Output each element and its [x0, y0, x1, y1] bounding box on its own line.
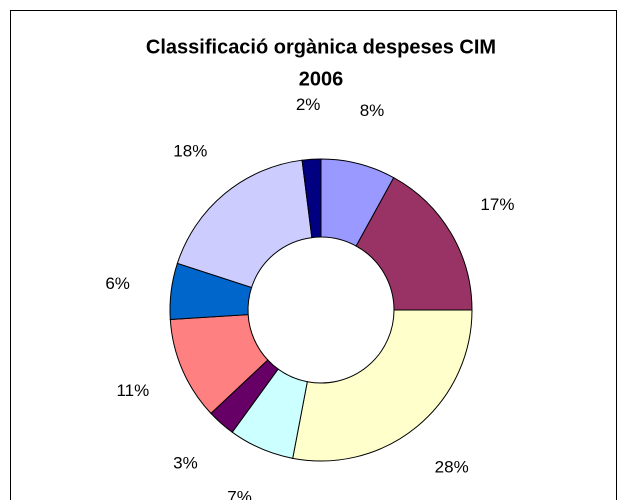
- donut-slice: [176, 159, 313, 289]
- chart-title: 2006: [299, 68, 344, 90]
- donut-slice: [292, 309, 473, 462]
- data-label: 3%: [173, 453, 198, 472]
- data-label: 2%: [296, 95, 321, 114]
- chart-title: Classificació orgànica despeses CIM: [146, 36, 496, 58]
- data-label: 18%: [173, 142, 207, 161]
- data-label: 11%: [116, 381, 149, 400]
- donut-slice: [301, 158, 322, 239]
- data-label: 7%: [227, 488, 252, 500]
- data-label: 8%: [360, 101, 385, 120]
- data-label: 6%: [105, 274, 130, 293]
- data-label: 17%: [480, 195, 514, 214]
- donut-slice: [355, 176, 473, 311]
- data-label: 28%: [435, 457, 469, 476]
